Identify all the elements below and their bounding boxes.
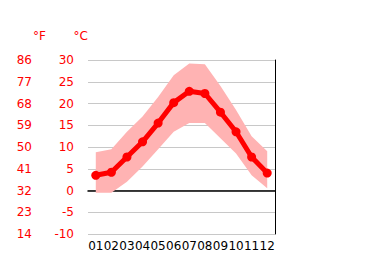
svg-text:-10: -10	[54, 227, 74, 241]
svg-text:10: 10	[59, 140, 74, 154]
svg-text:05: 05	[150, 239, 165, 253]
svg-text:12: 12	[260, 239, 275, 253]
svg-text:15: 15	[59, 118, 74, 132]
svg-text:5: 5	[66, 162, 74, 176]
svg-text:06: 06	[166, 239, 181, 253]
svg-text:0: 0	[66, 184, 74, 198]
svg-text:77: 77	[17, 75, 32, 89]
svg-text:25: 25	[59, 75, 74, 89]
svg-text:04: 04	[135, 239, 150, 253]
svg-text:-5: -5	[62, 205, 74, 219]
svg-text:20: 20	[59, 97, 74, 111]
svg-text:01: 01	[88, 239, 103, 253]
svg-text:41: 41	[17, 162, 32, 176]
svg-text:68: 68	[17, 97, 32, 111]
svg-text:11: 11	[244, 239, 259, 253]
svg-text:°C: °C	[74, 29, 88, 43]
svg-text:°F: °F	[33, 29, 46, 43]
svg-text:09: 09	[213, 239, 228, 253]
svg-text:10: 10	[228, 239, 243, 253]
svg-text:23: 23	[17, 205, 32, 219]
svg-text:07: 07	[182, 239, 197, 253]
svg-text:14: 14	[17, 227, 32, 241]
svg-text:59: 59	[17, 118, 32, 132]
svg-text:08: 08	[197, 239, 212, 253]
svg-text:32: 32	[17, 184, 32, 198]
svg-text:50: 50	[17, 140, 32, 154]
svg-text:86: 86	[17, 53, 32, 67]
svg-text:02: 02	[104, 239, 119, 253]
svg-text:03: 03	[119, 239, 134, 253]
svg-text:30: 30	[59, 53, 74, 67]
